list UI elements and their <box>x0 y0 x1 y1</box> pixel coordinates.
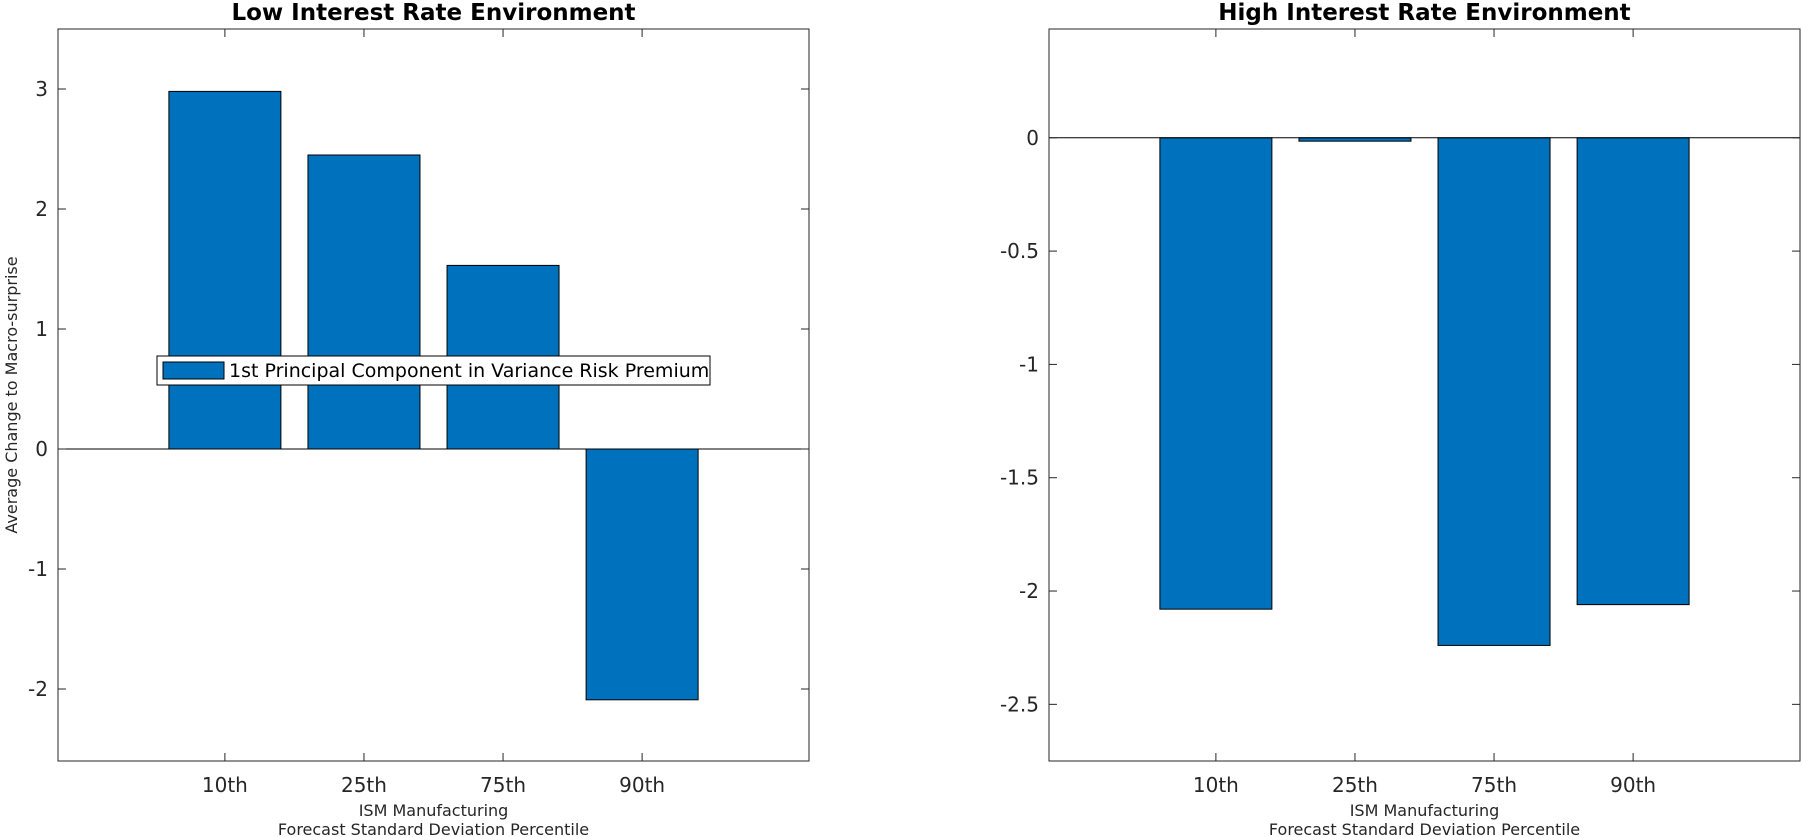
x-axis-label-line-2: Forecast Standard Deviation Percentile <box>278 820 589 837</box>
chart-title: Low Interest Rate Environment <box>231 0 635 26</box>
chart-panel-2: -2.5 -2 -1.5 -1 -0.5 0 10th 25th 75th 90th High In… <box>1000 0 1801 837</box>
x-tick-label: 75th <box>1471 773 1517 797</box>
bar-75th <box>1437 137 1551 646</box>
legend-box <box>156 355 711 386</box>
y-tick-label: -1 <box>1019 352 1039 376</box>
y-tick-label: 2 <box>35 197 48 221</box>
y-tick-label: 0 <box>1026 126 1039 150</box>
x-tick-label: 90th <box>619 773 665 797</box>
y-tick-label: -1 <box>28 557 48 581</box>
chart-panel-1: -2 -1 0 1 2 3 10th 25th 75th 90th Low Interest Rat… <box>2 0 810 837</box>
legend: 1st Principal Component in Variance Risk… <box>156 355 711 386</box>
bar-90th <box>585 448 699 701</box>
bar-90th <box>1576 137 1690 606</box>
x-axis-label-line-1: ISM Manufacturing <box>1350 801 1500 820</box>
y-axis-label: Average Change to Macro-surprise <box>2 256 21 533</box>
chart-title: High Interest Rate Environment <box>1218 0 1630 26</box>
y-tick-label: -1.5 <box>1000 466 1039 490</box>
x-tick-label: 10th <box>202 773 248 797</box>
x-axis-label-line-2: Forecast Standard Deviation Percentile <box>1269 820 1580 837</box>
bar-10th <box>168 90 282 450</box>
y-tick-label: -0.5 <box>1000 239 1039 263</box>
y-tick-label: -2.5 <box>1000 692 1039 716</box>
legend-label: 1st Principal Component in Variance Risk… <box>229 360 709 382</box>
x-tick-label: 75th <box>480 773 526 797</box>
x-tick-label: 25th <box>1332 773 1378 797</box>
bar-25th <box>307 154 421 450</box>
bar-25th <box>1298 137 1412 142</box>
x-axis-label-line-1: ISM Manufacturing <box>359 801 509 820</box>
x-tick-label: 25th <box>341 773 387 797</box>
x-tick-label: 10th <box>1193 773 1239 797</box>
y-tick-label: -2 <box>1019 579 1039 603</box>
x-tick-label: 90th <box>1610 773 1656 797</box>
bar-10th <box>1159 137 1273 610</box>
y-tick-label: 3 <box>35 77 48 101</box>
y-tick-label: -2 <box>28 677 48 701</box>
y-tick-label: 1 <box>35 317 48 341</box>
legend-swatch <box>162 361 225 380</box>
y-tick-label: 0 <box>35 437 48 461</box>
